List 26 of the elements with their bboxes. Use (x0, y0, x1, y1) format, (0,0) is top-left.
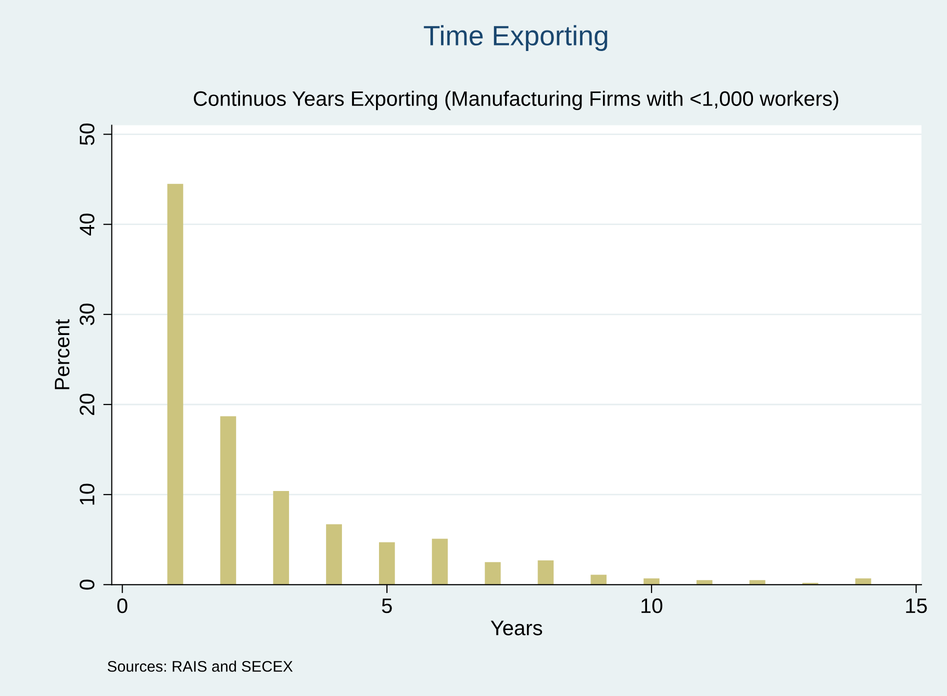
y-tick-label: 0 (80, 580, 94, 590)
bar (484, 562, 501, 585)
bar (749, 580, 766, 585)
bar (273, 490, 290, 585)
y-tick-label: 20 (80, 394, 94, 416)
x-tick-label: 5 (382, 598, 392, 614)
bar (220, 416, 236, 585)
bar (432, 538, 448, 585)
x-axis-title: Years (490, 620, 542, 636)
x-tick-label: 10 (642, 598, 662, 614)
bar (590, 574, 607, 585)
y-tick-label: 40 (80, 214, 94, 236)
y-tick-label: 10 (80, 484, 94, 505)
bar (378, 542, 395, 585)
bar (538, 560, 554, 585)
source-note: Sources: RAIS and SECEX (108, 660, 293, 672)
bar (326, 524, 342, 585)
chart-title: Time Exporting (424, 25, 608, 52)
chart-subtitle: Continuos Years Exporting (Manufacturing Firms with <1,000 workers) (194, 90, 838, 110)
y-tick-label: 30 (80, 304, 94, 326)
bar (167, 184, 184, 585)
x-tick-label: 0 (117, 598, 128, 614)
y-axis-title: Percent (54, 319, 70, 390)
y-tick-label: 50 (80, 124, 94, 146)
bar (696, 580, 712, 585)
x-tick-label: 15 (906, 598, 927, 614)
